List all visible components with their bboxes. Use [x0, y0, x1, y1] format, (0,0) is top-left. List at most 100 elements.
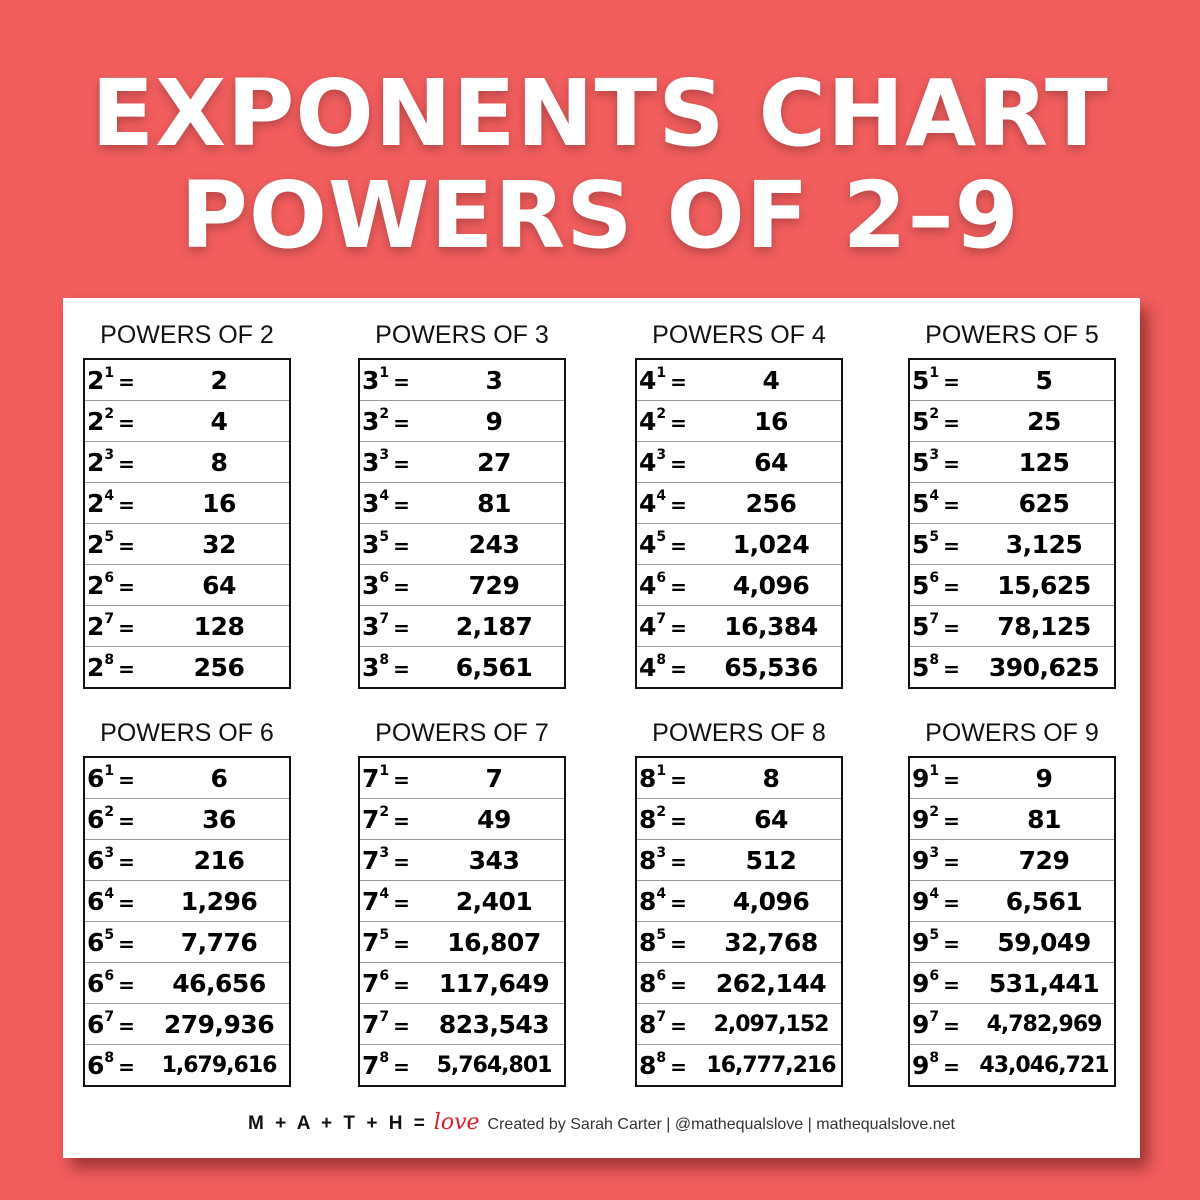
base: 9 — [912, 846, 930, 875]
exponent: 2 — [379, 406, 390, 422]
equals-sign: = — [943, 891, 960, 915]
table-row: 55 = 3,125 — [909, 523, 1115, 565]
power-value: 1,024 — [701, 523, 842, 565]
exponent: 4 — [656, 488, 667, 504]
power-expression: 34 = — [359, 482, 424, 524]
table-row: 95 = 59,049 — [909, 921, 1115, 963]
power-expression: 64 = — [84, 880, 149, 922]
exponent: 3 — [656, 845, 667, 861]
base: 2 — [87, 530, 105, 559]
table-row: 91 = 9 — [909, 757, 1115, 799]
power-expression: 57 = — [909, 605, 974, 647]
exponent: 6 — [656, 968, 667, 984]
table-row: 97 = 4,782,969 — [909, 1003, 1115, 1045]
power-expression: 92 = — [909, 798, 974, 840]
power-expression: 97 = — [909, 1003, 974, 1045]
base: 7 — [362, 969, 380, 998]
table-row: 53 = 125 — [909, 441, 1115, 483]
title-line-1: EXPONENTS CHART — [91, 60, 1109, 167]
power-value: 78,125 — [974, 605, 1115, 647]
table-row: 66 = 46,656 — [84, 962, 290, 1004]
base: 4 — [639, 653, 657, 682]
table-row: 83 = 512 — [636, 839, 842, 881]
power-value: 46,656 — [149, 962, 290, 1004]
exponent: 1 — [104, 365, 115, 381]
base: 9 — [912, 1010, 930, 1039]
equals-sign: = — [670, 932, 687, 956]
power-value: 2,401 — [424, 880, 565, 922]
power-value: 4,096 — [701, 564, 842, 606]
power-expression: 36 = — [359, 564, 424, 606]
power-expression: 51 = — [909, 359, 974, 401]
exponent: 3 — [104, 845, 115, 861]
exponent: 4 — [656, 886, 667, 902]
exponent: 4 — [104, 488, 115, 504]
power-expression: 45 = — [636, 523, 701, 565]
power-value: 243 — [424, 523, 565, 565]
equals-sign: = — [943, 973, 960, 997]
power-expression: 47 = — [636, 605, 701, 647]
power-value: 4,782,969 — [974, 1003, 1115, 1045]
equals-sign: = — [943, 657, 960, 681]
power-expression: 33 = — [359, 441, 424, 483]
table-row: 87 = 2,097,152 — [636, 1003, 842, 1045]
base: 5 — [912, 653, 930, 682]
table-row: 47 = 16,384 — [636, 605, 842, 647]
table-row: 71 = 7 — [359, 757, 565, 799]
power-value: 6,561 — [974, 880, 1115, 922]
exponent: 8 — [656, 652, 667, 668]
base: 9 — [912, 764, 930, 793]
equals-sign: = — [118, 1055, 135, 1079]
equals-sign: = — [118, 932, 135, 956]
power-expression: 27 = — [84, 605, 149, 647]
power-expression: 52 = — [909, 400, 974, 442]
power-value: 5,764,801 — [436, 1052, 553, 1078]
equals-sign: = — [118, 534, 135, 558]
power-expression: 96 = — [909, 962, 974, 1004]
base: 2 — [87, 571, 105, 600]
equals-sign: = — [943, 575, 960, 599]
table-row: 25 = 32 — [84, 523, 290, 565]
power-expression: 48 = — [636, 647, 701, 689]
table-heading: POWERS OF 3 — [375, 321, 549, 349]
table-heading: POWERS OF 5 — [925, 321, 1099, 349]
base: 7 — [362, 928, 380, 957]
equals-sign: = — [118, 1014, 135, 1038]
powers-of-6-block: POWERS OF 6 61 = 6 62 = 36 63 = 216 64 = 1,296 65 = 7,7… — [83, 716, 291, 1087]
table-row: 23 = 8 — [84, 441, 290, 483]
power-value: 65,536 — [724, 652, 818, 682]
equals-sign: = — [393, 411, 410, 435]
table-row: 41 = 4 — [636, 359, 842, 401]
power-expression: 35 = — [359, 523, 424, 565]
table-row: 46 = 4,096 — [636, 564, 842, 606]
power-value: 7,776 — [149, 921, 290, 963]
power-expression: 44 = — [636, 482, 701, 524]
power-value: 2 — [149, 359, 290, 401]
power-value: 1,679,616 — [161, 1052, 278, 1078]
exponent: 1 — [656, 365, 667, 381]
equals-sign: = — [943, 493, 960, 517]
base: 2 — [87, 489, 105, 518]
table-row: 56 = 15,625 — [909, 564, 1115, 606]
table-row: 76 = 117,649 — [359, 962, 565, 1004]
exponent: 6 — [104, 968, 115, 984]
table-row: 42 = 16 — [636, 400, 842, 442]
exponent: 4 — [104, 886, 115, 902]
power-value: 2,187 — [424, 605, 565, 647]
power-value: 279,936 — [149, 1003, 290, 1045]
power-expression: 41 = — [636, 359, 701, 401]
power-expression: 32 = — [359, 400, 424, 442]
exponent: 2 — [656, 406, 667, 422]
exponent: 5 — [929, 927, 940, 943]
power-expression: 86 = — [636, 962, 701, 1004]
table-row: 28 = 256 — [84, 647, 290, 689]
power-expression: 85 = — [636, 921, 701, 963]
equals-sign: = — [943, 1014, 960, 1038]
power-value: 64 — [701, 441, 842, 483]
exponent: 5 — [104, 927, 115, 943]
power-expression: 56 = — [909, 564, 974, 606]
power-value: 125 — [974, 441, 1115, 483]
table-row: 98 = 43,046,721 — [909, 1045, 1115, 1087]
exponent: 3 — [379, 845, 390, 861]
base: 3 — [362, 571, 380, 600]
